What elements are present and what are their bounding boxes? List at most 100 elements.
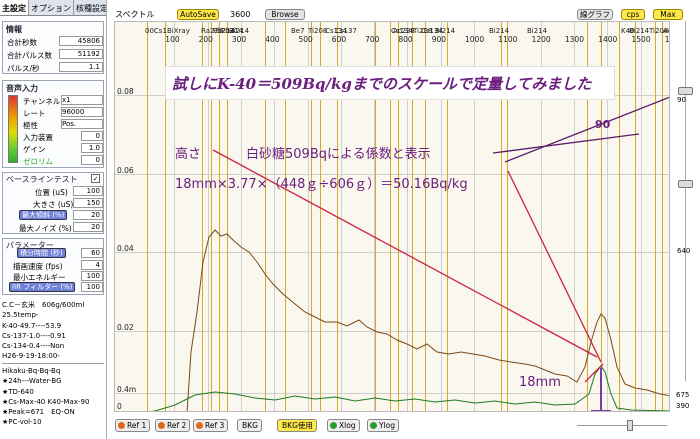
cps-button[interactable]: cps [621, 9, 645, 20]
nuclide-label: Pb214 [221, 27, 244, 35]
x-tick: 1500 [631, 35, 651, 44]
slider-thumb-top[interactable] [678, 87, 693, 95]
bottom-toolbar: Ref 1 Ref 2 Ref 3 BKG BKG使用 Xlog Ylog [107, 413, 700, 439]
audio-title: 音声入力 [6, 84, 38, 93]
note-line: K-40-49.7----53.9 [2, 321, 62, 330]
y-tick: 0 [117, 402, 122, 411]
slider-thumb-bottom[interactable] [678, 180, 693, 188]
grid-vline [607, 22, 609, 411]
grid-vline [407, 22, 409, 411]
grid-hline [115, 252, 669, 253]
params-row: 積分時間 (秒) 60 [5, 248, 103, 259]
nuclide-label: Cs134 [391, 27, 413, 35]
grid-vline [240, 22, 242, 411]
browse-button[interactable]: Browse [265, 9, 305, 20]
note-line: 25.5temp- [2, 311, 39, 320]
ylog-button[interactable]: Ylog [367, 419, 400, 432]
tab-main[interactable]: 主設定 [0, 0, 29, 15]
x-tick: 900 [431, 35, 447, 44]
grid-hline [115, 331, 669, 332]
nuclide-marker-line [619, 22, 620, 411]
nuclide-marker-line [211, 22, 212, 411]
ylog-indicator-icon [370, 422, 377, 429]
note-line: ★Peak=671 EQ-ON [2, 408, 75, 417]
grid-vline [540, 22, 542, 411]
nuclide-marker-line [601, 22, 602, 411]
note-line: ★PC-vol-10 [2, 418, 42, 427]
slider-value-d: 390 [676, 402, 690, 410]
max-button[interactable]: Max [653, 9, 683, 20]
settings-tabs: 主設定 オプション 核種設定 [0, 0, 106, 16]
tab-options[interactable]: オプション [29, 0, 74, 15]
x-tick: 1000 [465, 35, 485, 44]
ref3-button[interactable]: Ref 3 [193, 419, 229, 432]
bottom-slider-thumb[interactable] [627, 420, 633, 431]
nuclide-label: Cs137 [335, 27, 357, 35]
ref1-button[interactable]: Ref 1 [115, 419, 151, 432]
y-tick: 0.06 [117, 166, 134, 175]
y-tick: 0.4m [117, 385, 137, 394]
baseline-checkbox[interactable]: ✓ [91, 174, 100, 183]
tab-nuclide[interactable]: 核種設定 [74, 0, 106, 15]
ref1-indicator-icon [118, 422, 125, 429]
params-row: 描画速度 (fps) 4 [5, 260, 103, 271]
nuclide-label: Be7 [291, 27, 305, 35]
nuclide-label: BiXray [167, 27, 190, 35]
bkg-button[interactable]: BKG [237, 419, 262, 432]
nuclide-marker-line [390, 22, 391, 411]
annotation-line-18mm [584, 363, 604, 383]
grid-vline [274, 22, 276, 411]
line-graph-button[interactable]: 線グラフ [577, 9, 613, 20]
note-line: C.C－玄米 606g/600ml [2, 301, 85, 309]
x-tick: 100 [165, 35, 180, 44]
note-line: ★24h---Water-BG [2, 377, 62, 386]
annotation-title: 試しにK-40＝509Bq/kgまでのスケールで定量してみました [172, 75, 592, 93]
nuclide-label: Ac228 [393, 27, 415, 35]
nuclide-label: Ti208 [308, 27, 328, 35]
spectrum-plot[interactable]: 0.08 0.06 0.04 0.02 0.4m 0 100 200 300 400 5… [114, 21, 670, 412]
x-tick: 600 [331, 35, 347, 44]
params-row: 最小エネルギー 100 [5, 271, 103, 282]
green-spectrum-line [149, 365, 669, 411]
iir-filter-button[interactable]: IIR フィルター (%) [9, 282, 76, 292]
integration-time-button[interactable]: 積分時間 (秒) [17, 248, 66, 258]
annotation-line-height [212, 149, 598, 358]
nuclide-label: Bi214 [489, 27, 510, 35]
params-row: IIR フィルター (%) 100 [5, 282, 103, 293]
slider-track-top [685, 21, 686, 181]
audio-row: ゲイン 1.0 [21, 143, 103, 154]
baseline-row: 位置 (uS) 100 [5, 186, 103, 197]
xlog-button[interactable]: Xlog [327, 419, 360, 432]
grid-vline [440, 22, 442, 411]
ref3-indicator-icon [196, 422, 203, 429]
brown-spectrum-line [186, 229, 669, 411]
bkg-use-button[interactable]: BKG使用 [277, 419, 317, 432]
x-tick: 300 [231, 35, 247, 44]
annotation-box [165, 66, 615, 100]
audio-row: 入力装置 0 [21, 131, 103, 142]
nuclide-marker-line [507, 22, 508, 411]
right-sliders: 90 640 675 390 [672, 21, 700, 412]
max-slope-button[interactable]: 最大傾斜 (%) [19, 210, 68, 220]
grid-hline [115, 393, 669, 394]
x-tick: 700 [365, 35, 380, 44]
x-tick: 1200 [531, 35, 551, 44]
nuclide-marker-line [447, 22, 448, 411]
baseline-row: 最大ノイズ (%) 20 [5, 222, 103, 233]
annotation-coefficient: 白砂糖509Bqによる係数と表示 [246, 147, 431, 162]
annotation-90: 90 [595, 118, 611, 131]
note-line: ★Cs-Max-40 K40-Max-90 [2, 397, 90, 406]
annotation-line-formula [507, 170, 602, 363]
nuclide-label: 00Cs1 [145, 27, 167, 35]
nuclide-marker-line [375, 22, 376, 411]
nuclide-label: Ac228 [663, 27, 669, 35]
nuclide-marker-line [320, 22, 321, 411]
nuclide-label: Cs134 [325, 27, 347, 35]
ref2-button[interactable]: Ref 2 [155, 419, 191, 432]
nuclide-label: Pb214 [213, 27, 236, 35]
input-level-meter [8, 95, 18, 163]
x-tick: 1100 [498, 35, 518, 44]
autosave-button[interactable]: AutoSave [177, 9, 219, 20]
nuclide-label: Cs134 [421, 27, 443, 35]
spectrum-toolbar: スペクトル AutoSave 3600 Browse 線グラフ cps Max [107, 0, 700, 21]
